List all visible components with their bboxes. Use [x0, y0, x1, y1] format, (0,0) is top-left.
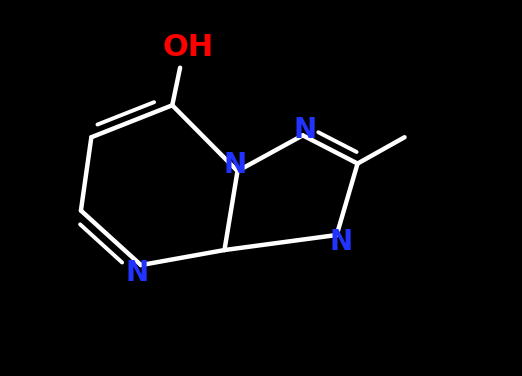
Text: OH: OH — [162, 32, 213, 62]
Text: N: N — [329, 228, 352, 256]
Text: N: N — [223, 152, 246, 179]
Text: N: N — [294, 116, 317, 144]
Text: N: N — [125, 259, 148, 287]
